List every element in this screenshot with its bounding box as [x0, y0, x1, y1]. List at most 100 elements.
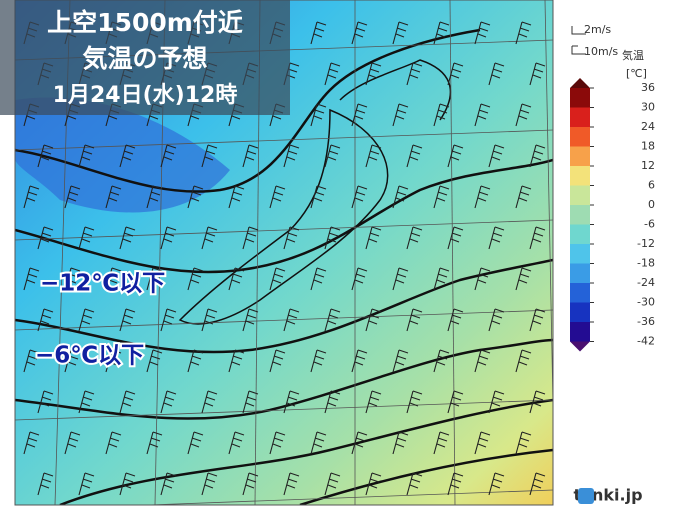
color-bin — [570, 146, 590, 166]
wind-barb — [365, 308, 382, 332]
wind-barb — [146, 349, 163, 373]
wind-barb — [447, 308, 464, 332]
color-bin — [570, 302, 590, 322]
wind-barb — [187, 431, 204, 455]
wind-barb — [160, 144, 177, 168]
wind-barb — [351, 185, 368, 209]
wind-barb — [228, 349, 245, 373]
wind-barb — [160, 390, 177, 414]
wind-barb — [64, 349, 81, 373]
wind-barb — [37, 390, 54, 414]
wind-barb — [529, 390, 546, 414]
wind-barb — [488, 472, 505, 496]
wind-barb — [515, 431, 532, 455]
parallel — [15, 219, 553, 241]
color-bin — [570, 205, 590, 225]
wind-barb — [392, 349, 409, 373]
wind-barb — [228, 431, 245, 455]
land-outline — [178, 108, 389, 325]
meridian — [449, 0, 456, 505]
wind-barb — [242, 308, 259, 332]
wind-barb — [433, 349, 450, 373]
wind-barb — [474, 431, 491, 455]
color-bin — [570, 244, 590, 264]
wind-barb — [119, 144, 136, 168]
parallel — [15, 399, 553, 421]
wind-barb — [201, 472, 218, 496]
legend-title: 気温 — [622, 48, 644, 62]
wind-barb — [105, 431, 122, 455]
legend-unit: [℃] — [626, 67, 647, 80]
wind-barb — [406, 472, 423, 496]
tick-label: 12 — [641, 159, 655, 172]
tick-label: -36 — [637, 315, 655, 328]
wind-barb — [37, 226, 54, 250]
parallel — [15, 309, 553, 331]
color-bin — [570, 166, 590, 186]
wind-barb — [119, 226, 136, 250]
wind-barb — [78, 144, 95, 168]
legend: 2m/s 10m/s 気温 [℃] 36 30 24 18 12 6 0 -6 -12 -18 -2… — [570, 23, 655, 352]
wind-barb — [228, 267, 245, 291]
wind-barb — [228, 185, 245, 209]
wind-barb — [515, 185, 532, 209]
wind-barb — [406, 226, 423, 250]
wind-barb — [310, 267, 327, 291]
wind-barb — [242, 144, 259, 168]
wind-barb — [474, 349, 491, 373]
title-box — [0, 0, 290, 115]
tick-label: -42 — [637, 335, 655, 348]
wind-barb — [283, 144, 300, 168]
wind-barb — [324, 308, 341, 332]
color-bin — [570, 224, 590, 244]
wind-barb — [365, 472, 382, 496]
wind-barb — [447, 390, 464, 414]
color-bin — [570, 88, 590, 108]
date: 1月24日(水)12時 — [53, 83, 238, 108]
wind-barb — [78, 390, 95, 414]
wind-barb — [447, 62, 464, 86]
tick-label: 18 — [641, 140, 655, 153]
wind-barb — [146, 185, 163, 209]
wind-barb — [201, 390, 218, 414]
wind-barb — [529, 472, 546, 496]
wind-barb — [529, 226, 546, 250]
wind-barb — [23, 267, 40, 291]
wind-barb — [515, 21, 532, 45]
isotherms — [15, 28, 553, 505]
color-bin — [570, 107, 590, 127]
wind-barb — [324, 62, 341, 86]
title: 上空1500m付近 — [47, 8, 243, 37]
wind-barb — [474, 185, 491, 209]
wind-barb — [447, 472, 464, 496]
wind-barb — [187, 349, 204, 373]
wind-symbol — [571, 26, 586, 35]
wind-barb — [37, 308, 54, 332]
logo-icon — [578, 488, 594, 504]
wind-barb — [310, 431, 327, 455]
wind-label: 2m/s — [584, 23, 611, 36]
wind-barb — [351, 349, 368, 373]
wind-barb — [324, 144, 341, 168]
tick-label: 36 — [641, 81, 655, 94]
wind-barb — [310, 103, 327, 127]
color-bin — [570, 263, 590, 283]
wind-barb — [392, 21, 409, 45]
wind-barb — [160, 308, 177, 332]
wind-barb — [269, 185, 286, 209]
wind-barb — [283, 226, 300, 250]
wind-barb — [78, 472, 95, 496]
wind-barb — [242, 226, 259, 250]
color-bin — [570, 322, 590, 342]
wind-barb — [351, 267, 368, 291]
wind-barb — [488, 226, 505, 250]
wind-barb — [119, 390, 136, 414]
bar-end-top — [570, 78, 590, 88]
wind-barb — [351, 431, 368, 455]
wind-barb — [406, 390, 423, 414]
wind-barb — [187, 267, 204, 291]
wind-barb — [406, 62, 423, 86]
parallel — [138, 489, 553, 505]
wind-barb — [488, 390, 505, 414]
wind-barb — [433, 103, 450, 127]
